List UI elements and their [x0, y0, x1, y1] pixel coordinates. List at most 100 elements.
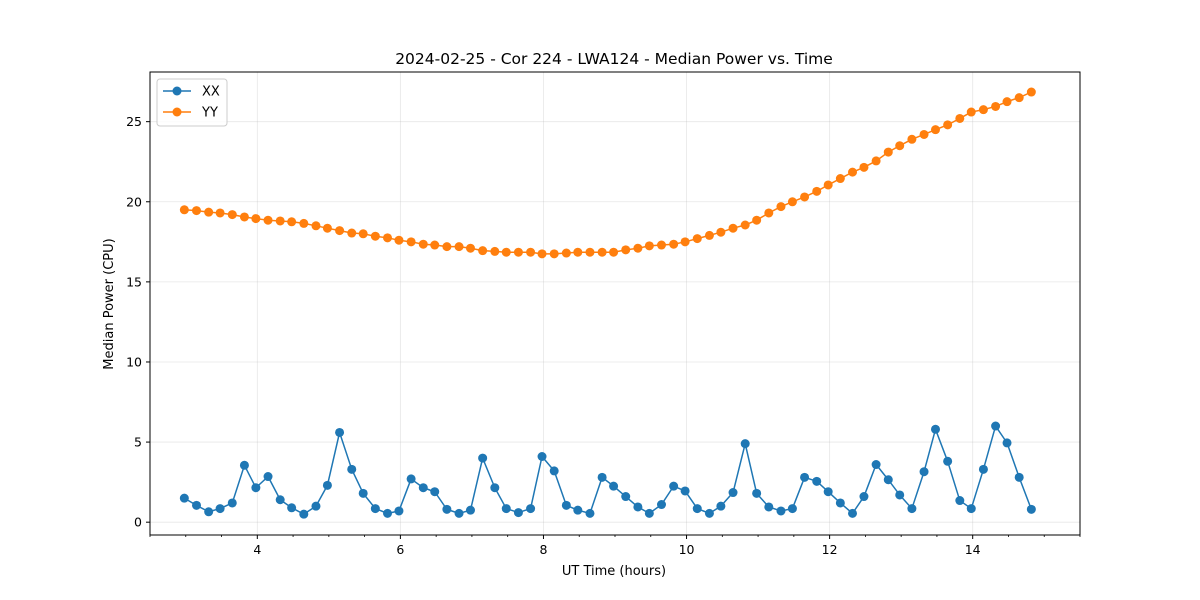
data-point-xx — [692, 504, 702, 514]
data-point-yy — [430, 240, 440, 250]
data-point-xx — [823, 487, 833, 497]
data-point-yy — [991, 101, 1001, 111]
x-tick-label: 6 — [396, 542, 404, 557]
data-point-xx — [383, 508, 393, 518]
data-point-xx — [943, 456, 953, 466]
data-point-yy — [215, 208, 225, 218]
data-point-xx — [728, 488, 738, 498]
data-point-yy — [621, 245, 631, 255]
data-point-yy — [537, 249, 547, 259]
data-point-xx — [322, 480, 332, 490]
data-point-yy — [227, 210, 237, 220]
data-point-yy — [347, 228, 357, 238]
data-point-xx — [848, 508, 858, 518]
y-tick-label: 0 — [134, 515, 142, 530]
x-axis: 4 6 8 10 12 14 — [149, 535, 1081, 557]
x-tick-label: 8 — [539, 542, 547, 557]
data-point-yy — [609, 247, 619, 257]
data-point-yy — [966, 107, 976, 117]
data-point-xx — [764, 502, 774, 512]
data-point-yy — [275, 216, 285, 226]
y-axis: 0 5 10 15 20 25 — [126, 114, 150, 530]
data-point-yy — [823, 180, 833, 190]
data-point-yy — [299, 218, 309, 228]
data-point-yy — [692, 234, 702, 244]
data-point-xx — [787, 504, 797, 514]
data-point-xx — [490, 483, 500, 493]
data-point-xx — [597, 472, 607, 482]
data-point-xx — [394, 506, 404, 516]
data-point-xx — [919, 467, 929, 477]
legend: XX YY — [156, 78, 228, 127]
data-point-xx — [859, 492, 869, 502]
data-point-xx — [680, 486, 690, 496]
data-point-xx — [465, 505, 475, 515]
y-tick-label: 15 — [126, 274, 142, 289]
series-layer — [179, 87, 1036, 519]
data-point-yy — [919, 129, 929, 139]
data-point-yy — [633, 243, 643, 253]
data-point-yy — [465, 243, 475, 253]
data-point-xx — [478, 453, 488, 463]
data-point-yy — [657, 240, 666, 250]
data-point-xx — [740, 439, 750, 449]
data-point-yy — [370, 231, 380, 241]
y-tick-label: 10 — [126, 354, 142, 369]
data-point-yy — [859, 162, 869, 172]
data-point-yy — [311, 221, 321, 231]
legend-marker-xx — [172, 86, 182, 96]
data-point-yy — [322, 223, 332, 233]
data-point-xx — [239, 460, 249, 470]
data-point-yy — [871, 156, 881, 166]
data-point-yy — [776, 202, 786, 212]
data-point-xx — [644, 508, 654, 518]
data-point-yy — [549, 249, 559, 259]
series-yy — [179, 87, 1036, 259]
y-tick-label: 5 — [134, 435, 142, 450]
data-point-xx — [204, 507, 214, 517]
data-point-yy — [383, 233, 393, 243]
data-point-xx — [752, 488, 762, 498]
data-point-xx — [1014, 472, 1024, 482]
data-point-xx — [716, 501, 726, 511]
data-point-xx — [633, 502, 643, 512]
data-point-xx — [537, 451, 547, 461]
x-tick-label: 4 — [253, 542, 261, 557]
data-point-yy — [704, 230, 714, 240]
data-point-xx — [263, 472, 273, 482]
grid — [150, 72, 1080, 535]
data-point-yy — [787, 197, 797, 207]
data-point-yy — [930, 125, 940, 135]
data-point-xx — [871, 460, 881, 470]
data-point-xx — [835, 498, 845, 508]
data-point-xx — [621, 492, 631, 502]
data-point-xx — [287, 503, 297, 513]
data-point-yy — [728, 223, 738, 233]
data-point-yy — [669, 239, 679, 249]
data-point-xx — [347, 464, 357, 474]
data-point-xx — [561, 500, 571, 510]
x-tick-label: 14 — [965, 542, 981, 557]
y-tick-label: 20 — [126, 194, 142, 209]
legend-label-xx: XX — [202, 85, 220, 100]
data-point-xx — [454, 508, 464, 518]
data-point-yy — [478, 246, 488, 256]
data-point-xx — [978, 464, 988, 474]
data-point-yy — [907, 134, 917, 144]
data-point-xx — [275, 495, 285, 505]
data-point-xx — [800, 472, 810, 482]
data-point-yy — [883, 147, 893, 157]
data-point-yy — [358, 229, 368, 239]
data-point-xx — [657, 500, 666, 510]
data-point-yy — [490, 246, 500, 256]
data-point-xx — [704, 508, 714, 518]
data-point-xx — [192, 500, 201, 510]
data-point-xx — [513, 508, 523, 518]
data-point-yy — [680, 237, 690, 247]
data-point-yy — [192, 206, 201, 216]
data-point-yy — [835, 174, 845, 184]
legend-item-xx: XX — [163, 85, 220, 100]
data-point-yy — [239, 212, 249, 222]
data-point-xx — [966, 504, 976, 514]
